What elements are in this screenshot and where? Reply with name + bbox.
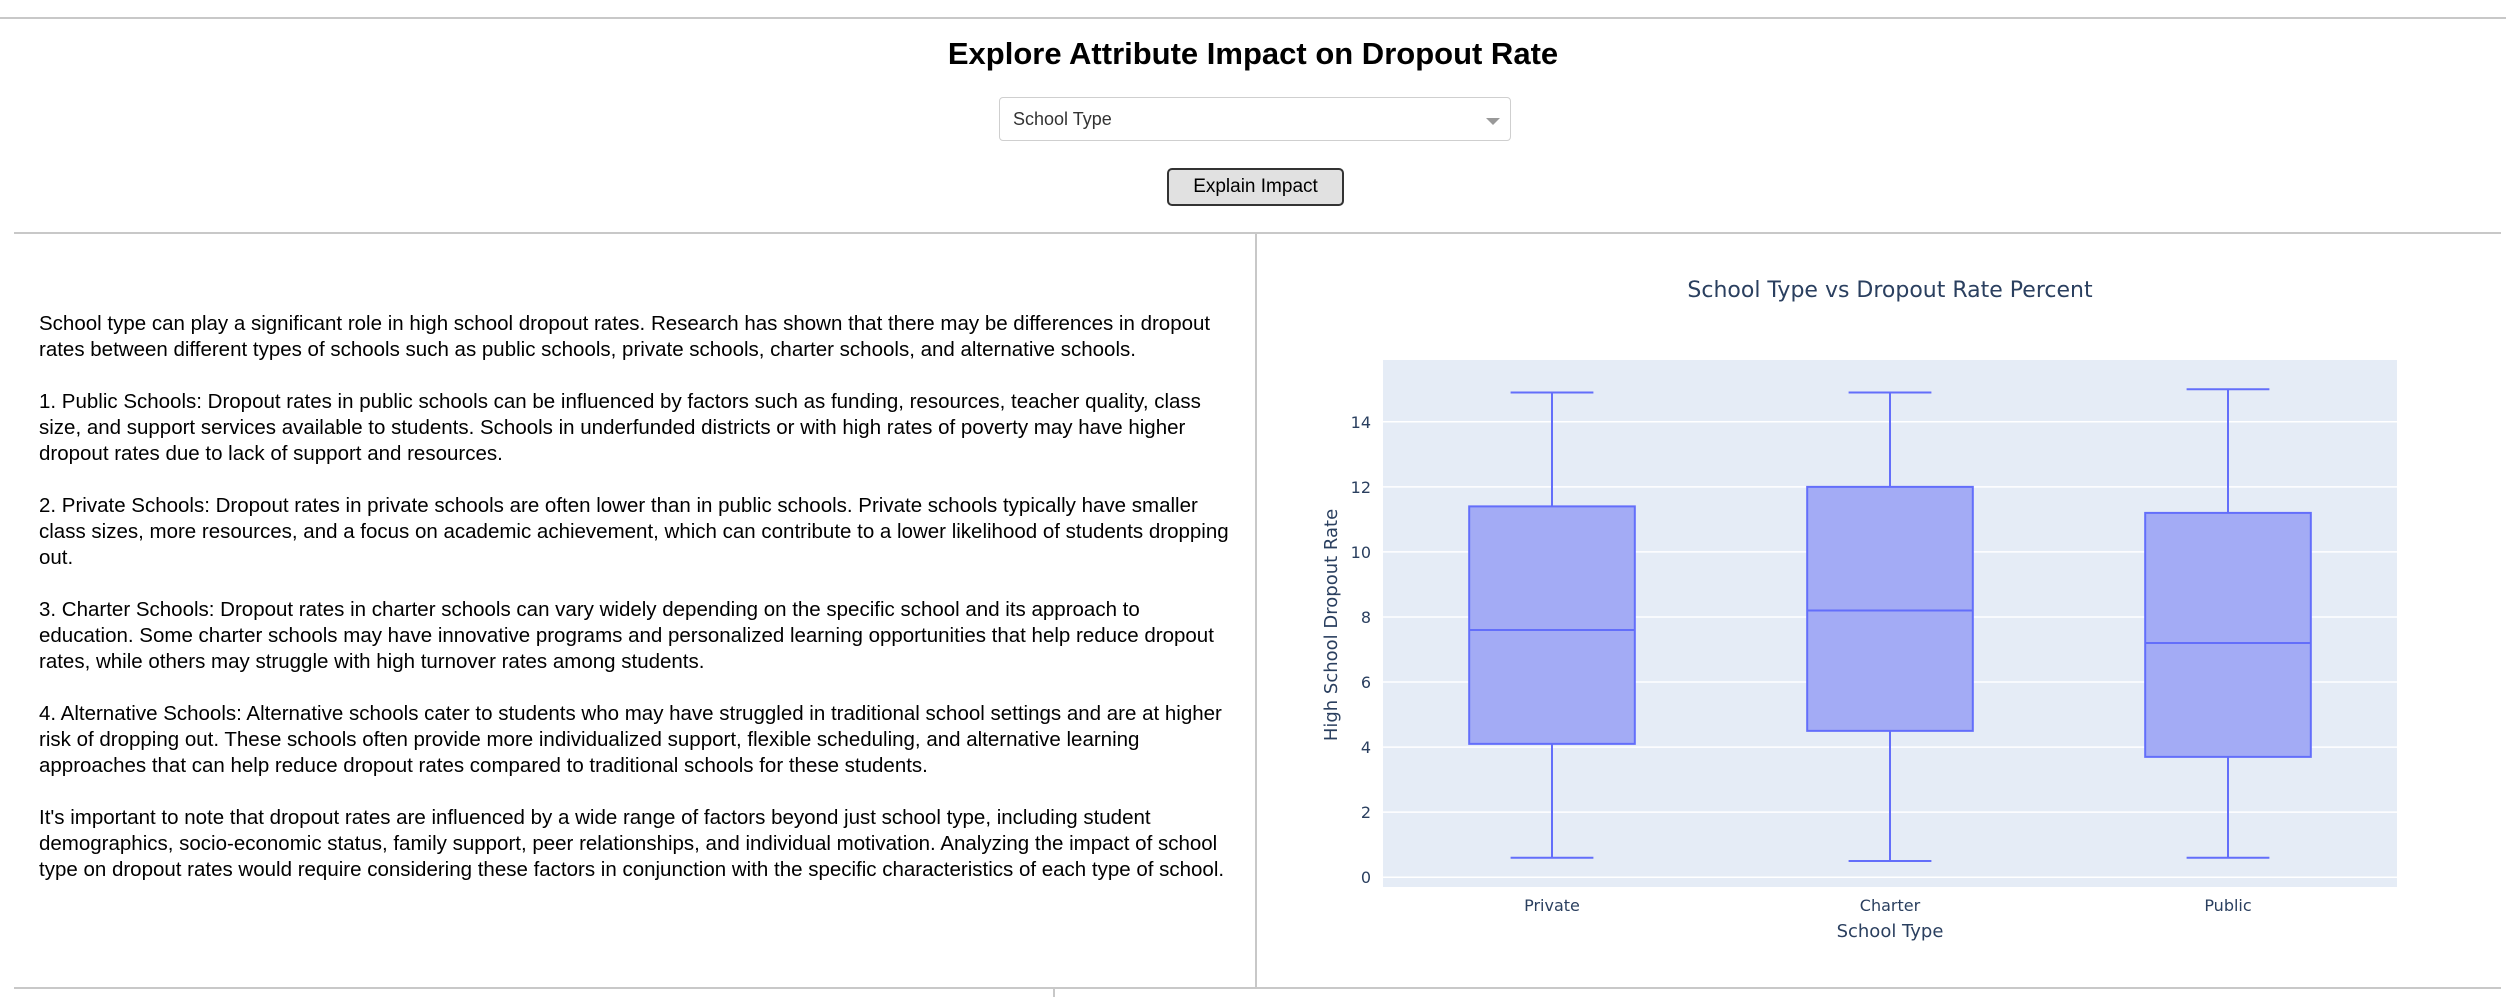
iqr-box	[1806, 485, 1974, 732]
x-axis-ticks: Private Charter Public	[1524, 896, 2252, 915]
explanation-paragraph: It's important to note that dropout rate…	[39, 806, 1225, 881]
attribute-dropdown[interactable]: School Type	[999, 97, 1511, 141]
explanation-paragraph: 2. Private Schools: Dropout rates in pri…	[39, 494, 1229, 569]
explanation-text: School type can play a significant role …	[39, 311, 1239, 909]
y-tick-label: 12	[1351, 478, 1371, 497]
box-plot-chart: School Type vs Dropout Rate Percent 0 2 4 6…	[1321, 278, 2397, 942]
y-tick-label: 0	[1361, 868, 1371, 887]
explanation-paragraph: 1. Public Schools: Dropout rates in publ…	[39, 390, 1201, 465]
box-private	[1468, 391, 1636, 859]
x-tick-label: Private	[1524, 896, 1580, 915]
explain-impact-button[interactable]: Explain Impact	[1167, 168, 1344, 206]
boxes	[1468, 388, 2312, 862]
top-divider	[0, 17, 2506, 19]
explanation-paragraph: School type can play a significant role …	[39, 312, 1211, 361]
y-tick-label: 2	[1361, 803, 1371, 822]
bottom-divider	[14, 987, 2501, 989]
y-tick-label: 6	[1361, 673, 1371, 692]
section-divider	[14, 232, 2501, 234]
y-axis-ticks: 0 2 4 6 8 10 12 14	[1351, 413, 1371, 887]
y-tick-label: 14	[1351, 413, 1371, 432]
x-axis-label: School Type	[1837, 921, 1944, 942]
y-axis-label: High School Dropout Rate	[1321, 509, 1342, 741]
chevron-down-icon[interactable]	[1486, 118, 1500, 125]
explanation-paragraph: 4. Alternative Schools: Alternative scho…	[39, 702, 1222, 777]
dropdown-selected-value: School Type	[1013, 109, 1112, 129]
y-tick-label: 4	[1361, 738, 1371, 757]
iqr-box	[1468, 505, 1636, 745]
x-tick-label: Public	[2204, 896, 2251, 915]
box-public	[2144, 388, 2312, 859]
iqr-box	[2144, 511, 2312, 758]
explanation-paragraph: 3. Charter Schools: Dropout rates in cha…	[39, 598, 1214, 673]
chart-title: School Type vs Dropout Rate Percent	[1687, 278, 2093, 303]
y-tick-label: 10	[1351, 543, 1371, 562]
page-title: Explore Attribute Impact on Dropout Rate	[947, 36, 1559, 71]
bottom-column-divider	[1053, 989, 1055, 997]
box-charter	[1806, 391, 1974, 862]
column-divider	[1255, 233, 1257, 987]
y-tick-label: 8	[1361, 608, 1371, 627]
x-tick-label: Charter	[1860, 896, 1921, 915]
